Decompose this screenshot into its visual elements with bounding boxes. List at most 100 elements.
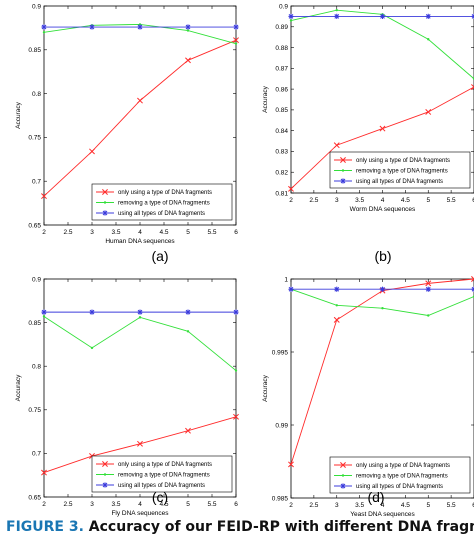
x-tick-label: 6 xyxy=(472,502,474,509)
series-line-only xyxy=(290,278,474,465)
data-point-all xyxy=(41,309,47,315)
legend-marker-all xyxy=(340,483,346,489)
y-tick-label: 0.7 xyxy=(32,179,41,186)
legend-entry-all: using all types of DNA fragments xyxy=(118,483,205,489)
x-tick-label: 5.5 xyxy=(447,502,456,509)
series-line-removing xyxy=(43,316,237,371)
panel-label-d: (d) xyxy=(367,489,384,505)
legend-marker-removing xyxy=(341,169,345,172)
data-point-only xyxy=(425,280,432,287)
x-tick-label: 3.5 xyxy=(111,501,120,508)
y-tick-label: 0.7 xyxy=(32,451,41,458)
y-tick-label: 0.83 xyxy=(275,149,288,156)
x-tick-label: 4 xyxy=(138,501,142,508)
x-tick-label: 2.5 xyxy=(309,197,318,204)
x-tick-label: 2 xyxy=(42,229,46,236)
data-point-only xyxy=(233,37,239,44)
data-point-only xyxy=(471,84,474,88)
legend-entry-only: only using a type of DNA fragments xyxy=(118,462,212,468)
y-tick-label: 0.75 xyxy=(28,407,41,414)
data-point-all xyxy=(379,13,386,19)
data-point-only xyxy=(41,469,47,476)
x-axis-label: Worm DNA sequences xyxy=(350,206,416,213)
y-tick-label: 0.8 xyxy=(32,364,41,371)
legend-marker-removing xyxy=(103,201,107,204)
data-point-all xyxy=(41,24,47,30)
legend-entry-removing: removing a type of DNA fragments xyxy=(118,201,210,207)
y-tick-label: 0.9 xyxy=(279,3,288,10)
x-tick-label: 3 xyxy=(335,197,339,204)
data-point-all xyxy=(334,286,340,292)
data-point-only xyxy=(288,461,294,468)
data-point-only xyxy=(333,142,340,149)
data-point-all xyxy=(233,24,239,30)
y-tick-label: 0.87 xyxy=(275,66,288,73)
data-point-only xyxy=(471,86,474,90)
x-tick-label: 6 xyxy=(472,197,474,204)
data-point-only xyxy=(41,193,47,200)
data-point-all xyxy=(233,309,239,315)
data-point-removing xyxy=(138,23,142,26)
data-point-removing xyxy=(427,314,430,317)
y-tick-label: 0.82 xyxy=(275,170,288,177)
data-point-all xyxy=(89,24,95,30)
y-tick-label: 0.85 xyxy=(275,107,288,114)
legend-entry-all: using all types of DNA fragments xyxy=(118,211,205,217)
figure-caption: FIGURE 3. Accuracy of our FEID-RP with d… xyxy=(6,519,474,536)
y-tick-label: 0.84 xyxy=(275,128,288,135)
chart-panel-c: 2 2.5 3 3.5 4 4.5 5 5.5 6 0.65 0.7 0.75 0.8 0.85 0.9 Fl… xyxy=(15,276,239,517)
y-tick-label: 0.75 xyxy=(28,135,41,142)
data-point-removing xyxy=(90,346,94,350)
y-tick-label: 1 xyxy=(284,276,288,283)
data-point-only xyxy=(185,57,191,64)
y-tick-label: 0.9 xyxy=(32,3,41,10)
panel-label-c: (c) xyxy=(152,489,168,505)
legend-entry-only: only using a type of DNA fragments xyxy=(356,463,450,469)
series-line-removing xyxy=(290,9,474,80)
data-point-removing xyxy=(186,29,190,32)
data-point-removing xyxy=(289,19,293,22)
data-point-only xyxy=(425,109,432,115)
x-tick-label: 5 xyxy=(426,502,430,509)
legend-box xyxy=(91,183,233,221)
legend-box xyxy=(329,456,471,494)
x-tick-label: 4 xyxy=(381,197,385,204)
data-point-removing xyxy=(427,38,430,41)
data-point-removing xyxy=(234,369,238,372)
x-tick-label: 2 xyxy=(42,501,46,508)
legend-entry-only: only using a type of DNA fragments xyxy=(118,190,212,196)
figure-caption-label: FIGURE 3. xyxy=(6,519,84,535)
legend-entry-all: using all types of DNA fragments xyxy=(356,179,443,185)
legend-entry-removing: removing a type of DNA fragments xyxy=(356,169,448,175)
data-point-removing xyxy=(138,316,142,319)
y-tick-label: 0.8 xyxy=(32,91,41,98)
x-axis-label: Fly DNA sequences xyxy=(111,510,169,517)
x-axis-label: Yeast DNA sequences xyxy=(350,511,415,518)
figure-caption-text: Accuracy of our FEID-RP with different D… xyxy=(88,519,474,535)
y-tick-label: 0.65 xyxy=(28,222,41,229)
x-tick-label: 4 xyxy=(138,229,142,236)
legend: only using a type of DNA fragments removi… xyxy=(91,455,233,493)
data-point-all xyxy=(288,286,294,292)
x-tick-label: 4.5 xyxy=(401,197,410,204)
data-point-all xyxy=(288,13,294,19)
chart-panel-d: 2 2.5 3 3.5 4 4.5 5 5.5 6 0.985 0.99 0.995 1 Yeast DN… xyxy=(262,276,474,518)
legend-entry-removing: removing a type of DNA fragments xyxy=(118,473,210,479)
legend-marker-all xyxy=(102,210,108,216)
x-tick-label: 5.5 xyxy=(207,229,216,236)
x-tick-label: 4.5 xyxy=(159,229,168,236)
legend-marker-only xyxy=(102,461,108,467)
y-tick-label: 0.85 xyxy=(28,320,41,327)
x-tick-label: 2.5 xyxy=(63,229,72,236)
x-tick-label: 5.5 xyxy=(207,501,216,508)
y-tick-label: 0.81 xyxy=(275,190,288,197)
chart-panel-b: 2 2.5 3 3.5 4 4.5 5 5.5 6 0.81 0.82 0.83 0.84 0.85 0.8… xyxy=(262,3,474,264)
x-tick-label: 3.5 xyxy=(111,229,120,236)
y-axis-label: Accuracy xyxy=(15,374,22,401)
x-tick-label: 3 xyxy=(90,501,94,508)
y-tick-label: 0.65 xyxy=(28,494,41,501)
legend-marker-only xyxy=(340,462,346,468)
x-tick-label: 3.5 xyxy=(355,197,364,204)
data-point-all xyxy=(89,309,95,315)
